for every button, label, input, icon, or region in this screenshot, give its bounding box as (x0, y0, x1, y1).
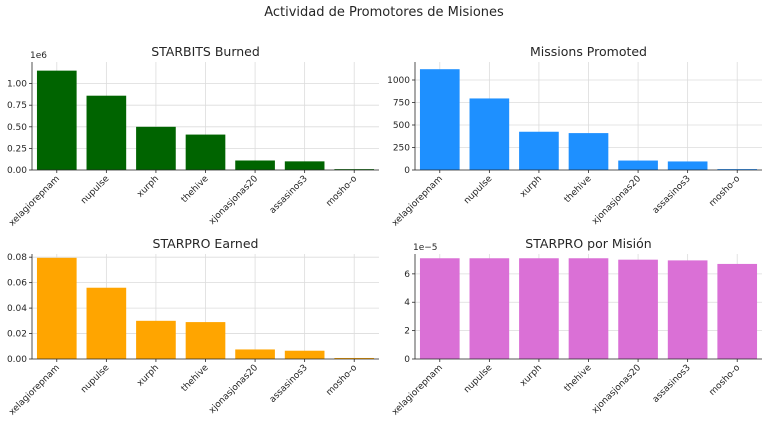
y-tick-label: 0.00 (7, 355, 27, 365)
bar-mosho-o (334, 169, 375, 170)
bar-xurph (519, 131, 559, 170)
bar-thehive (185, 134, 226, 170)
bar-xurph (136, 320, 176, 359)
figure-title: Actividad de Promotores de Misiones (264, 5, 504, 20)
bar-mosho-o (717, 263, 758, 359)
subplot-title: STARBITS Burned (151, 44, 260, 59)
x-tick-label: nupulse (462, 363, 495, 396)
x-tick-label: nupulse (79, 363, 112, 396)
bar-thehive (568, 133, 609, 170)
y-tick-label: 0.04 (7, 304, 27, 314)
x-tick-label: thehive (180, 363, 211, 394)
x-tick-label: assasinos3 (651, 363, 693, 405)
x-tick-label: mosho-o (707, 174, 742, 209)
bar-xelagiorepnam (36, 257, 77, 359)
x-tick-label: mosho-o (324, 174, 359, 209)
x-tick-label: xelagiorepnam (390, 174, 444, 228)
x-tick-label: nupulse (79, 174, 112, 207)
y-tick-label: 1000 (387, 76, 410, 86)
x-tick-label: mosho-o (707, 363, 742, 398)
x-tick-label: xelagiorepnam (390, 363, 444, 417)
subplot-title: STARPRO por Misión (525, 236, 651, 251)
x-tick-label: xjonasjonas20 (590, 363, 643, 416)
y-tick-label: 750 (393, 99, 410, 109)
y-tick-label: 0.50 (7, 123, 27, 133)
bar-xelagiorepnam (36, 70, 77, 170)
x-tick-label: xurph (135, 174, 161, 200)
bar-xurph (136, 126, 176, 170)
y-tick-label: 0.00 (7, 166, 27, 176)
x-tick-label: xjonasjonas20 (207, 174, 260, 227)
bar-nupulse (469, 258, 510, 359)
x-tick-label: xurph (135, 363, 161, 389)
subplot-title: Missions Promoted (530, 44, 647, 59)
y-tick-label: 0.06 (7, 279, 27, 289)
bar-xelagiorepnam (419, 69, 460, 170)
bar-xelagiorepnam (419, 258, 460, 359)
x-tick-label: xelagiorepnam (7, 363, 61, 417)
y-offset-label: 1e−5 (413, 243, 438, 253)
y-tick-label: 0 (404, 166, 410, 176)
x-tick-label: assasinos3 (651, 174, 693, 216)
y-tick-label: 1.00 (7, 80, 27, 90)
y-tick-label: 500 (393, 121, 410, 131)
bar-mosho-o (717, 169, 758, 170)
subplot-1: STARBITS Burned 0.00 0.25 0.50 0.75 1.00 xelag… (7, 44, 379, 229)
x-tick-label: thehive (180, 174, 211, 205)
bar-assasinos3 (667, 161, 708, 170)
y-tick-label: 0.75 (7, 101, 27, 111)
x-tick-label: xjonasjonas20 (207, 363, 260, 416)
subplot-3: STARPRO Earned 0.00 0.02 0.04 0.06 0.08 xelagi… (7, 236, 379, 418)
x-tick-label: xelagiorepnam (7, 174, 61, 228)
x-tick-label: nupulse (462, 174, 495, 207)
x-tick-label: thehive (563, 174, 594, 205)
y-tick-label: 2 (404, 327, 410, 337)
subplot-4: STARPRO por Misión 0 2 4 6 xelagiorepnam nupul… (390, 236, 762, 418)
y-tick-label: 0 (404, 355, 410, 365)
y-offset-label: 1e6 (30, 51, 47, 61)
bar-xjonasjonas20 (618, 160, 658, 170)
bar-nupulse (86, 95, 127, 170)
y-tick-label: 0.25 (7, 144, 27, 154)
bar-xjonasjonas20 (235, 160, 275, 170)
y-tick-label: 6 (404, 270, 410, 280)
bar-assasinos3 (667, 260, 708, 359)
x-tick-label: assasinos3 (268, 174, 310, 216)
y-tick-label: 250 (393, 144, 410, 154)
x-tick-label: xurph (518, 363, 544, 389)
x-tick-label: xjonasjonas20 (590, 174, 643, 227)
bar-assasinos3 (284, 350, 325, 359)
bar-nupulse (86, 287, 127, 359)
subplot-2: Missions Promoted 0 250 500 750 1000 xelagiore… (387, 44, 762, 229)
bar-assasinos3 (284, 161, 325, 170)
bar-xjonasjonas20 (235, 349, 275, 359)
x-tick-label: mosho-o (324, 363, 359, 398)
bar-xjonasjonas20 (618, 259, 658, 359)
subplot-title: STARPRO Earned (153, 236, 259, 251)
y-tick-label: 0.02 (7, 330, 27, 340)
bar-thehive (185, 322, 226, 359)
x-tick-label: xurph (518, 174, 544, 200)
bar-mosho-o (334, 357, 375, 359)
bar-thehive (568, 258, 609, 359)
bar-xurph (519, 258, 559, 359)
bar-nupulse (469, 98, 510, 170)
y-tick-label: 4 (404, 298, 410, 308)
x-tick-label: assasinos3 (268, 363, 310, 405)
y-tick-label: 0.08 (7, 253, 27, 263)
x-tick-label: thehive (563, 363, 594, 394)
